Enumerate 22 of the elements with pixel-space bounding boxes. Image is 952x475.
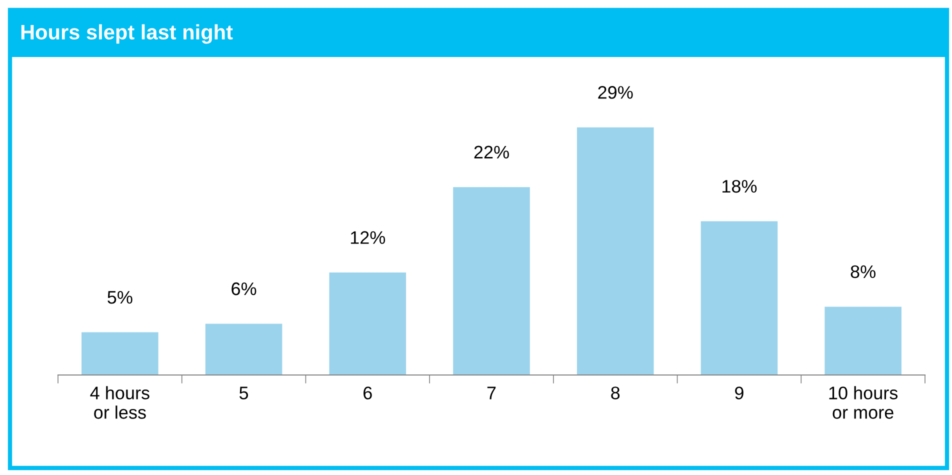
x-tick-label: 8: [611, 386, 620, 400]
data-label: 6%: [232, 282, 256, 296]
bar: [576, 127, 654, 375]
x-tick-label: 9: [735, 386, 744, 400]
x-tick-label: 5: [239, 386, 248, 400]
x-tick-label: 7: [487, 386, 496, 400]
data-label: 18%: [722, 180, 757, 193]
x-tick-label: 4 hours or less: [90, 386, 150, 419]
bar: [700, 221, 778, 375]
data-label: 22%: [474, 146, 509, 159]
x-tick-label: 6: [364, 386, 372, 400]
chart-title: Hours slept last night: [21, 24, 233, 44]
bar: [453, 187, 530, 375]
data-label: 12%: [350, 231, 386, 244]
bar: [824, 306, 902, 375]
x-tick-label: 10 hours or more: [829, 386, 898, 419]
data-label: 8%: [850, 265, 876, 278]
data-label: 5%: [108, 291, 132, 304]
bar: [329, 272, 406, 375]
data-label: 29%: [598, 86, 633, 99]
bar: [205, 324, 282, 375]
bar: [82, 332, 158, 375]
